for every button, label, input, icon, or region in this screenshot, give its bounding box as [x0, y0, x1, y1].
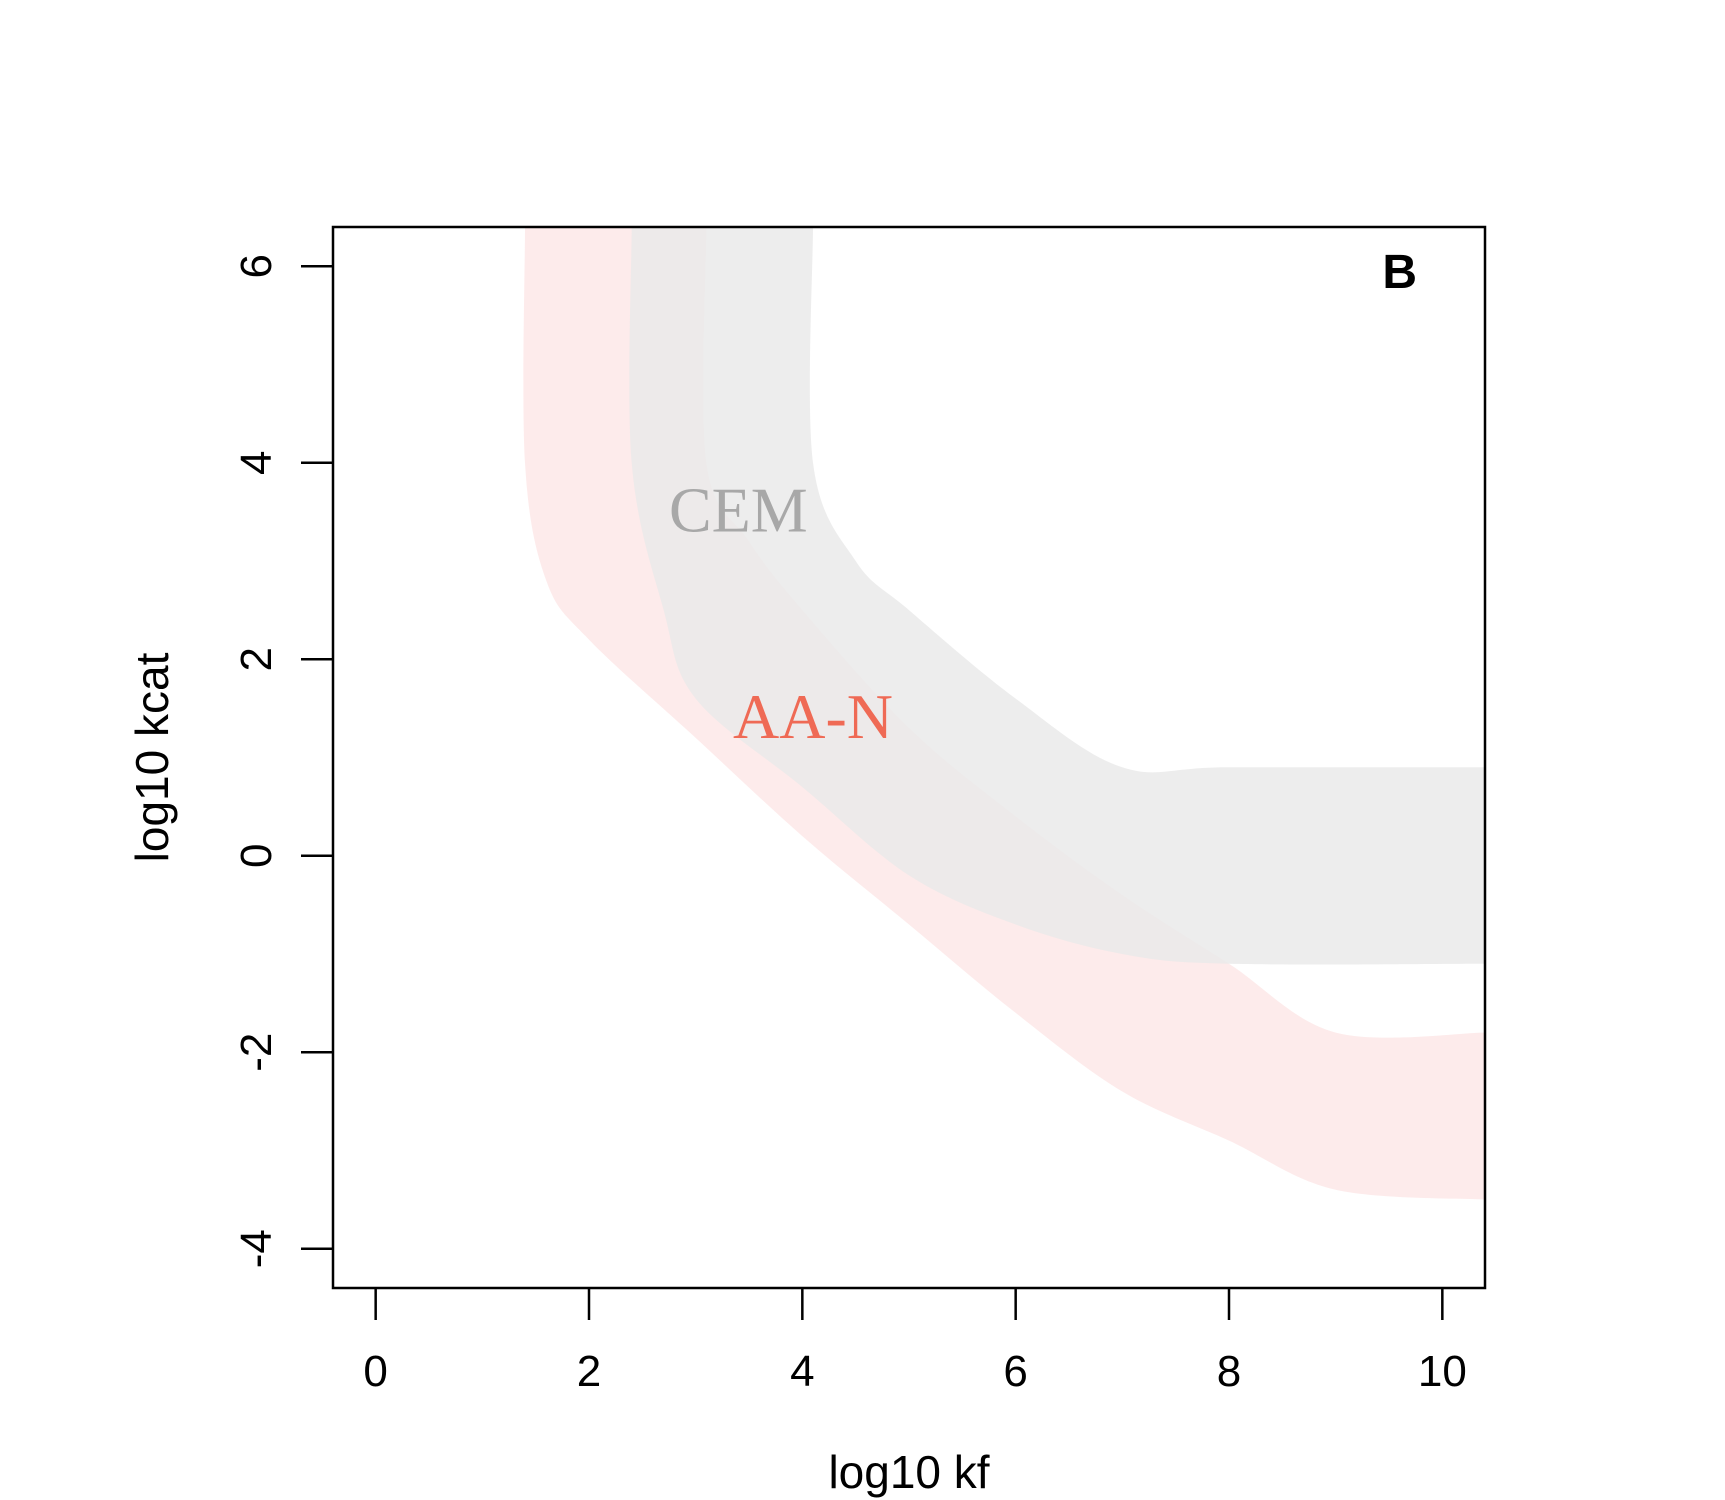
x-axis: 0 2 4 6 8 10 [363, 1288, 1467, 1396]
band-labels: AA-N CEM [669, 475, 893, 752]
x-tick-label: 8 [1217, 1347, 1241, 1396]
y-tick-label: 4 [232, 451, 281, 475]
band-label-aa-n: AA-N [733, 681, 893, 752]
x-tick-label: 6 [1003, 1347, 1027, 1396]
x-tick-label: 2 [577, 1347, 601, 1396]
band-label-cem: CEM [669, 475, 808, 546]
x-tick-label: 0 [363, 1347, 387, 1396]
chart-bands [523, 227, 1485, 1200]
y-tick-label: -2 [232, 1033, 281, 1072]
y-axis: -4 -2 0 2 4 6 [232, 254, 333, 1268]
y-tick-label: 0 [232, 843, 281, 867]
x-tick-label: 10 [1418, 1347, 1467, 1396]
y-tick-label: 2 [232, 647, 281, 671]
band-cem [629, 227, 1485, 965]
y-tick-label: -4 [232, 1229, 281, 1268]
plot-frame [331, 225, 1487, 1290]
panel-label: B [1382, 246, 1417, 299]
y-tick-label: 6 [232, 254, 281, 278]
x-axis-label: log10 kf [828, 1446, 989, 1498]
x-tick-label: 4 [790, 1347, 814, 1396]
y-axis-label: log10 kcat [126, 652, 178, 862]
